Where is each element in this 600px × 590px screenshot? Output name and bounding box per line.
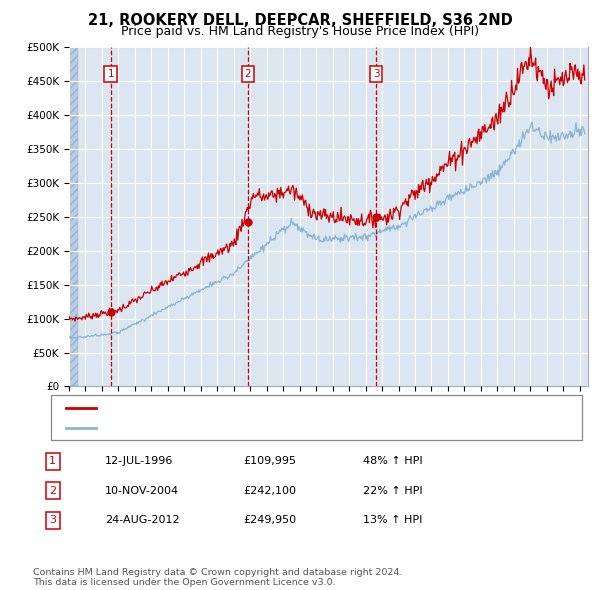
Text: 24-AUG-2012: 24-AUG-2012	[105, 516, 179, 525]
Text: 1: 1	[49, 457, 56, 466]
Text: 22% ↑ HPI: 22% ↑ HPI	[363, 486, 422, 496]
Bar	[69, 47, 78, 386]
Text: Price paid vs. HM Land Registry's House Price Index (HPI): Price paid vs. HM Land Registry's House …	[121, 25, 479, 38]
Text: £242,100: £242,100	[243, 486, 296, 496]
Text: 21, ROOKERY DELL, DEEPCAR, SHEFFIELD, S36 2ND (detached house): 21, ROOKERY DELL, DEEPCAR, SHEFFIELD, S3…	[103, 403, 486, 412]
Text: 2: 2	[245, 70, 251, 79]
Text: 2: 2	[49, 486, 56, 496]
Text: 13% ↑ HPI: 13% ↑ HPI	[363, 516, 422, 525]
Text: HPI: Average price, detached house, Sheffield: HPI: Average price, detached house, Shef…	[103, 424, 354, 434]
Text: £109,995: £109,995	[243, 457, 296, 466]
Text: 3: 3	[373, 70, 379, 79]
Text: £249,950: £249,950	[243, 516, 296, 525]
Text: 12-JUL-1996: 12-JUL-1996	[105, 457, 173, 466]
Text: 48% ↑ HPI: 48% ↑ HPI	[363, 457, 422, 466]
Text: 3: 3	[49, 516, 56, 525]
Text: 21, ROOKERY DELL, DEEPCAR, SHEFFIELD, S36 2ND: 21, ROOKERY DELL, DEEPCAR, SHEFFIELD, S3…	[88, 13, 512, 28]
Text: 1: 1	[107, 70, 114, 79]
Text: 10-NOV-2004: 10-NOV-2004	[105, 486, 179, 496]
Text: Contains HM Land Registry data © Crown copyright and database right 2024.
This d: Contains HM Land Registry data © Crown c…	[33, 568, 403, 587]
